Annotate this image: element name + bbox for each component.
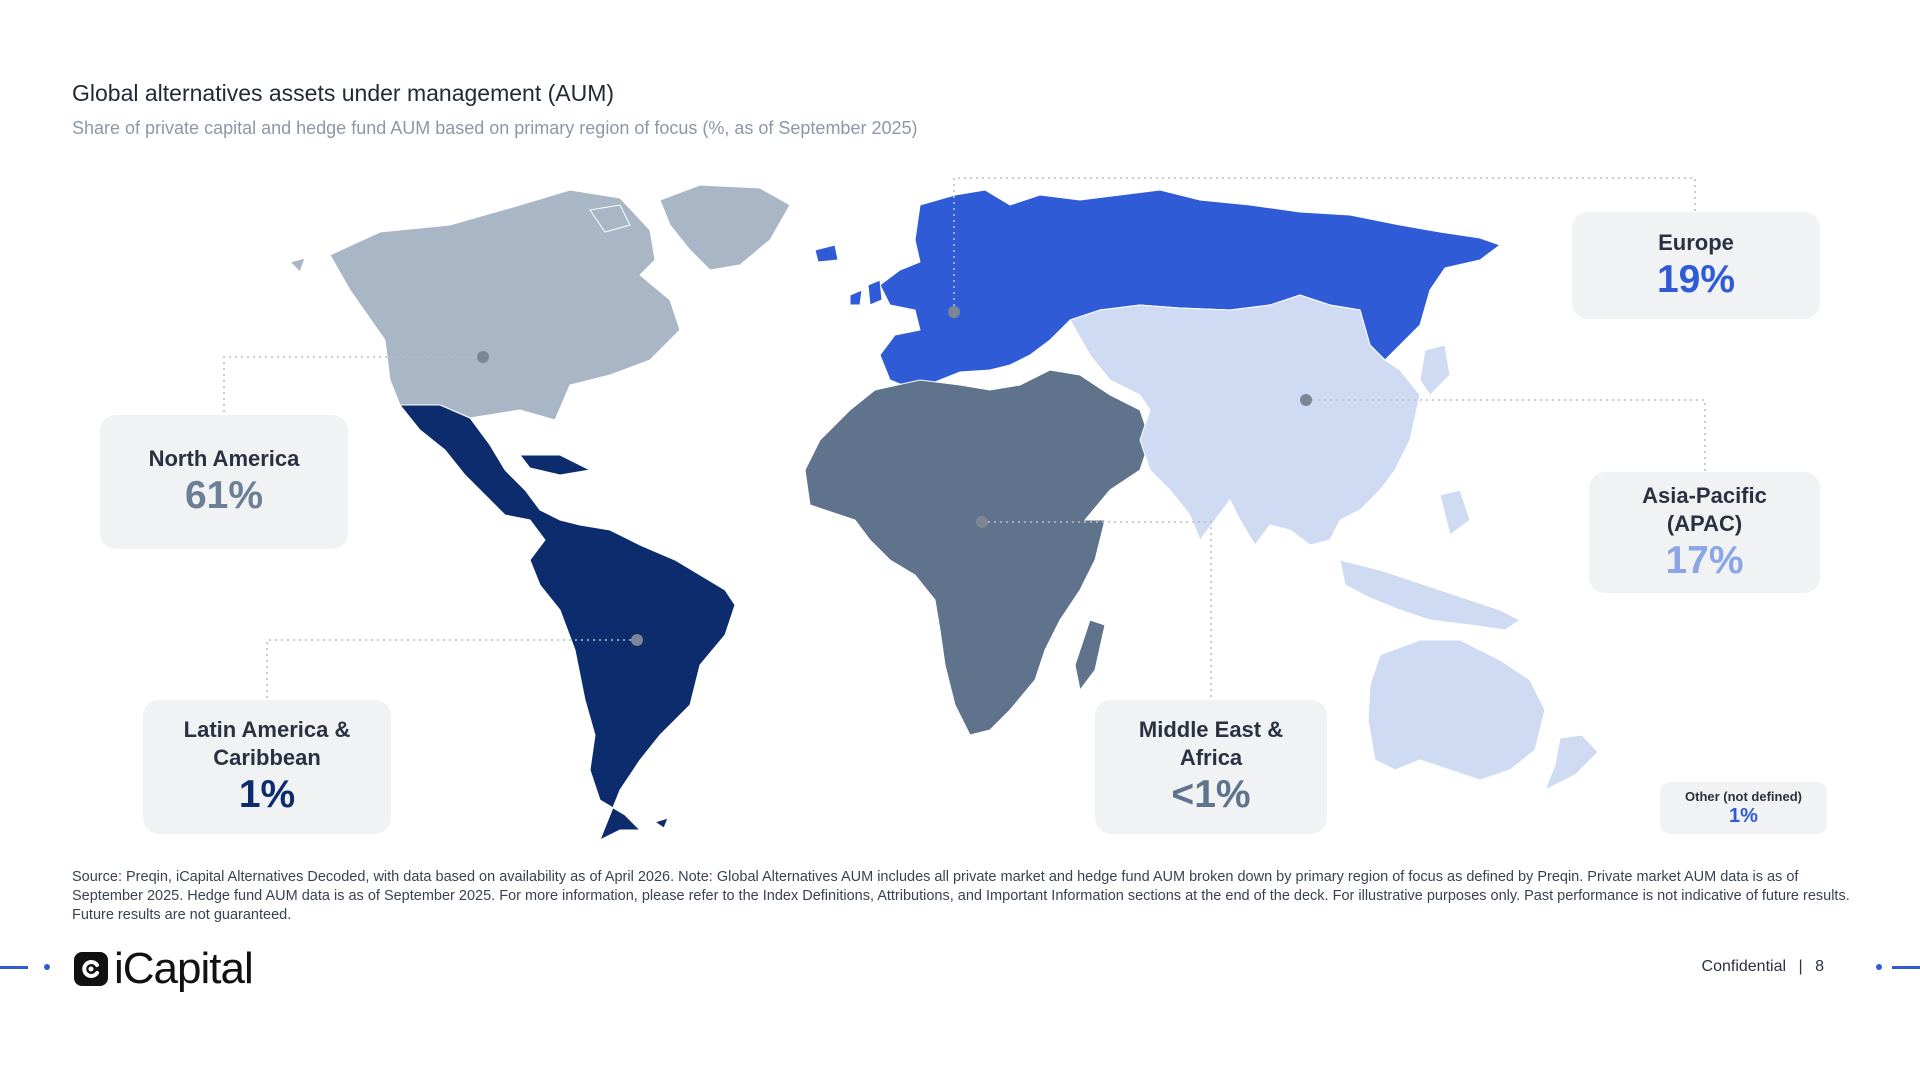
region-label: Asia-Pacific (APAC) (1642, 482, 1767, 536)
marker-asia-pacific (1300, 394, 1312, 406)
other-label: Other (not defined) (1685, 788, 1802, 804)
region-latin-america (398, 404, 736, 842)
region-north-america (289, 184, 791, 421)
marker-north-america (477, 351, 489, 363)
region-share: <1% (1171, 773, 1251, 816)
footer-dash-right (1892, 966, 1920, 969)
brand-logo: iCapital (74, 944, 254, 994)
region-asia-pacific (1069, 294, 1599, 792)
region-label: Latin America & Caribbean (183, 717, 351, 770)
leader-asia-pacific (1306, 399, 1706, 472)
region-share: 19% (1656, 257, 1736, 301)
footer-dot-left (44, 964, 50, 970)
region-label: North America (148, 446, 300, 471)
page-title: Global alternatives assets under managem… (72, 80, 615, 106)
leader-lines (223, 177, 1706, 700)
footer-separator: | (1798, 958, 1803, 975)
marker-latin-america (631, 634, 643, 646)
card-north-america: North America 61% (100, 415, 348, 549)
page-number: 8 (1815, 958, 1824, 975)
card-other: Other (not defined) 1% (1660, 782, 1827, 834)
footer-dot-right (1876, 964, 1882, 970)
region-share: 17% (1665, 538, 1744, 582)
source-note: Source: Preqin, iCapital Alternatives De… (72, 869, 1850, 923)
region-share: 61% (184, 474, 264, 517)
leader-europe (953, 177, 1696, 312)
leader-middle-east-africa (982, 521, 1212, 700)
card-asia-pacific: Asia-Pacific (APAC) 17% (1589, 472, 1820, 593)
card-europe: Europe 19% (1572, 212, 1820, 319)
page-subtitle: Share of private capital and hedge fund … (72, 118, 918, 138)
card-latin-america: Latin America & Caribbean 1% (143, 700, 391, 834)
leader-north-america (223, 356, 483, 415)
footer-dash-left (0, 966, 28, 969)
footer-meta: Confidential | 8 (1702, 958, 1824, 976)
region-label: Europe (1658, 229, 1734, 255)
leader-latin-america (266, 639, 637, 700)
brand-name: iCapital (114, 944, 254, 993)
icapital-logo-icon (74, 952, 108, 986)
region-europe (814, 189, 1502, 391)
confidential-label: Confidential (1701, 958, 1787, 975)
region-middle-east-africa (804, 369, 1151, 736)
marker-middle-east-africa (976, 516, 988, 528)
other-share: 1% (1729, 804, 1758, 827)
region-share: 1% (238, 773, 296, 816)
marker-europe (948, 306, 960, 318)
region-markers (477, 306, 1312, 646)
region-label: Middle East & Africa (1138, 717, 1284, 770)
card-middle-east-africa: Middle East & Africa <1% (1095, 700, 1327, 834)
